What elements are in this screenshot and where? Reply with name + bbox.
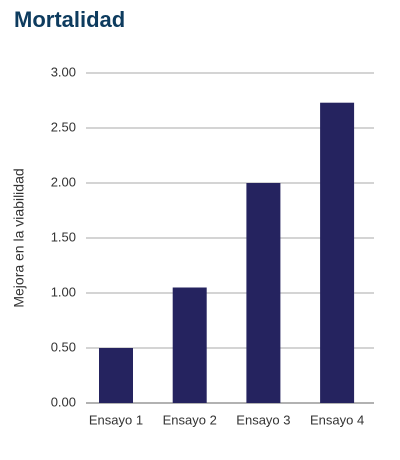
y-tick-label: 0.50 [51, 339, 76, 354]
y-tick-label: 3.00 [51, 64, 76, 79]
y-tick-label: 2.00 [51, 174, 76, 189]
x-tick-label: Ensayo 3 [236, 412, 290, 427]
bar [246, 183, 281, 403]
x-tick-label: Ensayo 4 [310, 412, 364, 427]
y-tick-label: 2.50 [51, 119, 76, 134]
bar [99, 348, 133, 403]
chart-title: Mortalidad [14, 7, 125, 32]
x-tick-label: Ensayo 2 [163, 412, 217, 427]
y-tick-label: 0.00 [51, 394, 76, 409]
y-axis-label: Mejora en la viabilidad [11, 168, 27, 307]
y-tick-label: 1.00 [51, 284, 76, 299]
y-tick-label: 1.50 [51, 229, 76, 244]
bar [172, 287, 207, 403]
x-tick-label: Ensayo 1 [89, 412, 143, 427]
bar [320, 102, 355, 403]
